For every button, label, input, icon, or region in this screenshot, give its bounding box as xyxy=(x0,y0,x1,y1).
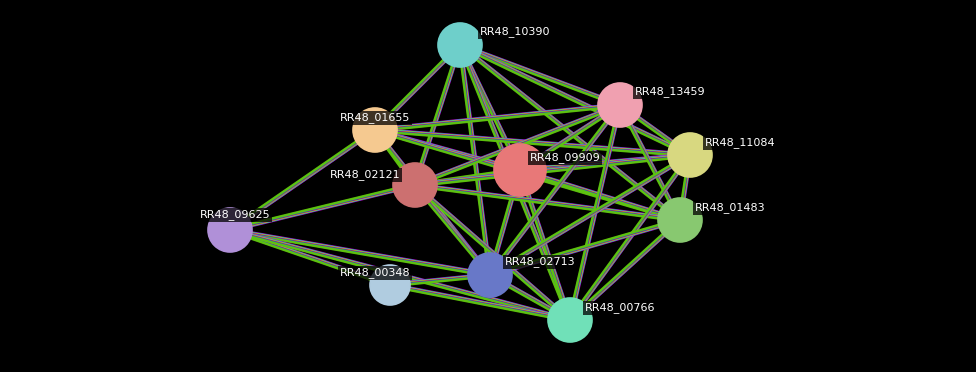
Text: RR48_02713: RR48_02713 xyxy=(505,257,576,267)
Text: RR48_00348: RR48_00348 xyxy=(340,267,411,279)
Circle shape xyxy=(393,163,437,207)
Circle shape xyxy=(668,133,712,177)
Circle shape xyxy=(494,144,546,196)
Circle shape xyxy=(353,108,397,152)
Text: RR48_01483: RR48_01483 xyxy=(695,202,765,214)
Text: RR48_11084: RR48_11084 xyxy=(705,138,776,148)
Text: RR48_09909: RR48_09909 xyxy=(530,153,601,163)
Text: RR48_01655: RR48_01655 xyxy=(340,113,410,124)
Text: RR48_13459: RR48_13459 xyxy=(635,87,706,97)
Circle shape xyxy=(598,83,642,127)
Circle shape xyxy=(548,298,592,342)
Text: RR48_09625: RR48_09625 xyxy=(200,209,270,221)
Text: RR48_00766: RR48_00766 xyxy=(585,302,656,314)
Circle shape xyxy=(438,23,482,67)
Text: RR48_02121: RR48_02121 xyxy=(330,170,400,180)
Circle shape xyxy=(370,265,410,305)
Circle shape xyxy=(208,208,252,252)
Text: RR48_10390: RR48_10390 xyxy=(480,26,550,38)
Circle shape xyxy=(468,253,512,297)
Circle shape xyxy=(658,198,702,242)
